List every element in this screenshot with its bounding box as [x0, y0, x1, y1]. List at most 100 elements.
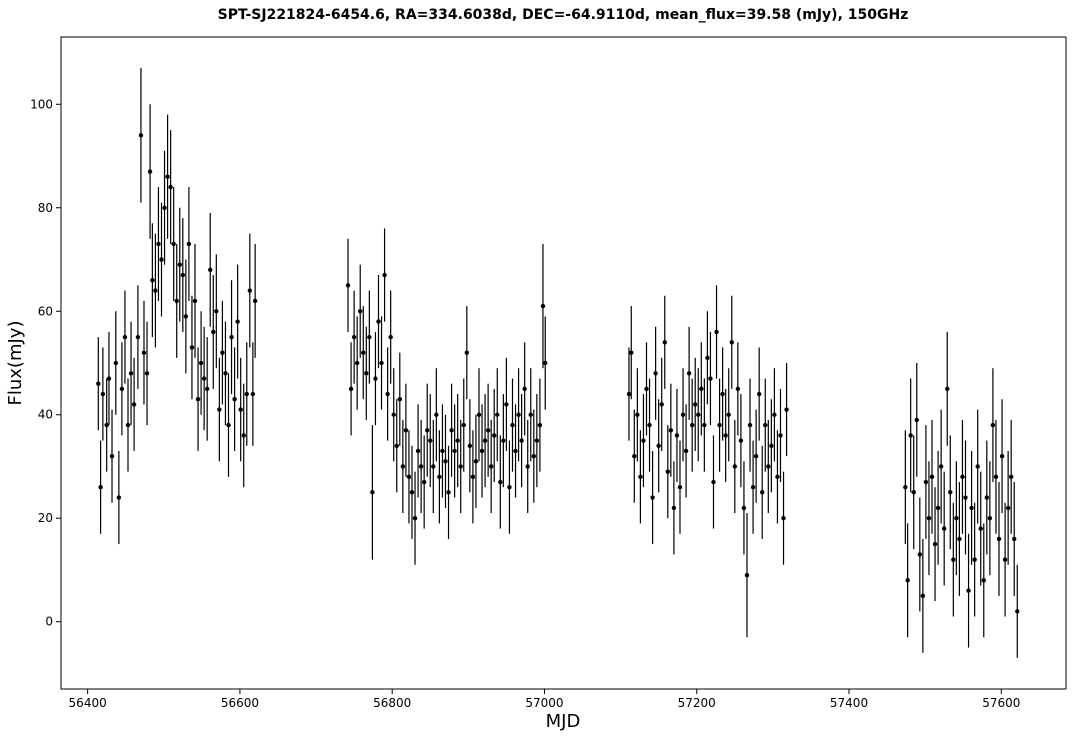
data-point	[696, 412, 701, 417]
data-point	[519, 438, 524, 443]
x-tick-label: 57400	[830, 696, 868, 710]
data-point	[345, 283, 351, 288]
data-point	[972, 557, 977, 562]
data-point	[960, 474, 965, 480]
data-point	[516, 412, 521, 417]
data-point	[391, 412, 396, 417]
data-point	[131, 402, 137, 407]
data-point	[784, 407, 789, 412]
data-point	[418, 464, 424, 469]
data-point	[397, 397, 403, 402]
data-point	[665, 469, 671, 474]
data-point	[168, 184, 173, 190]
data-point	[98, 484, 103, 490]
data-point	[641, 438, 646, 443]
data-point	[531, 453, 537, 459]
data-point	[400, 464, 406, 469]
plot-frame	[60, 36, 1067, 690]
data-point	[385, 391, 390, 397]
data-point	[150, 278, 155, 283]
data-point	[935, 505, 941, 511]
data-point	[732, 464, 738, 469]
data-point	[119, 386, 125, 392]
data-point	[528, 412, 533, 417]
data-point	[479, 448, 485, 454]
data-point	[428, 438, 433, 443]
data-point	[162, 205, 167, 210]
data-point	[440, 448, 445, 454]
data-point	[446, 490, 451, 495]
data-point	[370, 490, 375, 495]
data-point	[726, 412, 731, 417]
data-point	[926, 516, 932, 521]
y-axis-label: Flux(mJy)	[5, 321, 26, 406]
chart-title: SPT-SJ221824-6454.6, RA=334.6038d, DEC=-…	[218, 7, 909, 23]
data-point	[171, 241, 176, 247]
data-point	[723, 433, 728, 438]
data-point	[990, 422, 996, 428]
data-point	[431, 464, 436, 469]
data-point	[464, 350, 470, 355]
data-point	[412, 516, 418, 521]
x-axis-label: MJD	[546, 711, 581, 732]
data-point	[638, 474, 643, 480]
data-point	[434, 412, 439, 417]
data-point	[945, 386, 950, 392]
data-point	[492, 433, 497, 438]
data-point	[689, 422, 695, 428]
data-point	[778, 433, 783, 438]
data-point	[975, 464, 980, 469]
data-point	[650, 495, 655, 500]
data-point	[522, 386, 527, 392]
data-point	[644, 386, 649, 392]
data-point	[969, 505, 974, 511]
data-point	[449, 428, 454, 433]
data-point	[501, 438, 506, 443]
data-point	[750, 484, 756, 490]
data-point	[903, 484, 908, 490]
data-point	[680, 412, 686, 417]
x-tick-label: 57600	[982, 696, 1020, 710]
data-point	[729, 340, 734, 345]
data-point	[406, 474, 412, 480]
data-point	[932, 541, 938, 547]
data-point	[415, 448, 421, 454]
data-point	[421, 479, 427, 485]
data-point	[941, 526, 947, 531]
data-point	[104, 422, 109, 428]
data-point	[232, 397, 237, 402]
data-point	[220, 350, 225, 355]
data-point	[376, 319, 381, 324]
data-point	[354, 360, 360, 366]
data-point	[720, 391, 725, 397]
data-point	[938, 464, 944, 469]
data-point	[244, 391, 249, 397]
data-point	[488, 464, 494, 469]
data-point	[911, 490, 916, 495]
data-point	[543, 360, 548, 366]
data-point	[113, 360, 119, 366]
data-point	[247, 288, 253, 293]
data-point	[106, 376, 112, 381]
data-point	[226, 422, 231, 428]
data-point	[993, 474, 999, 480]
data-point	[100, 391, 106, 397]
data-point	[1005, 505, 1011, 511]
data-point	[766, 464, 771, 469]
x-tick-label: 57200	[678, 696, 716, 710]
data-point	[180, 272, 186, 278]
data-point	[929, 474, 935, 480]
y-tick-label: 60	[38, 304, 53, 318]
data-point	[135, 334, 141, 340]
data-point	[425, 428, 430, 433]
data-point	[186, 241, 192, 247]
data-point	[217, 407, 222, 412]
data-point	[495, 412, 500, 417]
data-point	[195, 397, 201, 402]
data-point	[738, 438, 744, 443]
data-point	[388, 334, 393, 340]
data-point	[498, 479, 503, 485]
data-point	[165, 174, 170, 179]
data-point	[653, 371, 658, 376]
